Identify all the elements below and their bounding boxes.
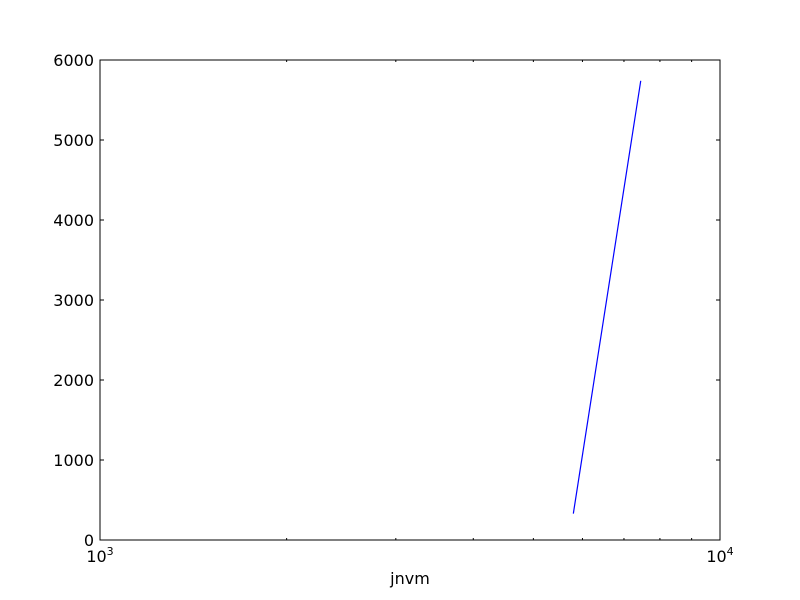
- x-axis-label: jnvm: [389, 569, 430, 588]
- series-layer: [572, 80, 642, 514]
- y-tick-label: 1000: [53, 451, 94, 470]
- y-tick-label: 0: [84, 531, 94, 550]
- x-tick-label: 104: [706, 545, 733, 566]
- x-tick-label: 103: [86, 545, 113, 566]
- y-tick-label: 4000: [53, 211, 94, 230]
- plot-background: [100, 60, 720, 540]
- y-tick-label: 3000: [53, 291, 94, 310]
- series-line-0: [572, 80, 642, 514]
- y-tick-label: 2000: [53, 371, 94, 390]
- y-tick-label: 6000: [53, 51, 94, 70]
- plot-frame: [99, 59, 721, 541]
- label-layer: 0 1000 2000 3000 4000 5000 6000 103 104: [53, 51, 733, 566]
- y-tick-label: 5000: [53, 131, 94, 150]
